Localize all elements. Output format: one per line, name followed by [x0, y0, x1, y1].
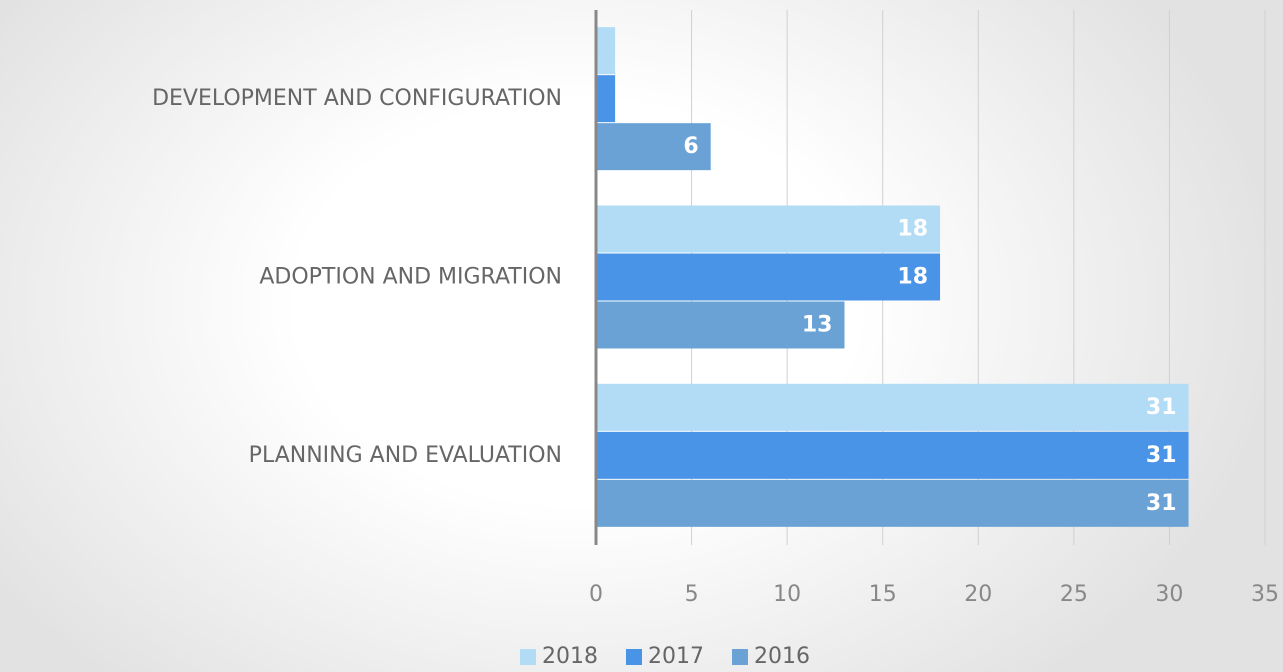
- legend-swatch: [520, 649, 536, 665]
- value-label: 31: [1146, 491, 1177, 516]
- category-label: DEVELOPMENT AND CONFIGURATION: [152, 86, 562, 111]
- bar: [596, 123, 711, 171]
- bar: [596, 383, 1189, 431]
- bar: [596, 27, 616, 75]
- bar: [596, 479, 1189, 527]
- value-label: 6: [683, 134, 698, 159]
- x-tick-label: 0: [589, 582, 603, 607]
- x-tick-label: 10: [773, 582, 801, 607]
- value-label: 18: [897, 265, 928, 290]
- value-label: 31: [1146, 395, 1177, 420]
- category-label: PLANNING AND EVALUATION: [249, 443, 562, 468]
- value-label: 13: [802, 313, 833, 338]
- x-tick-label: 5: [685, 582, 699, 607]
- x-tick-label: 35: [1251, 582, 1279, 607]
- legend-label: 2016: [754, 644, 810, 669]
- x-tick-label: 25: [1060, 582, 1088, 607]
- x-tick-label: 20: [964, 582, 992, 607]
- category-label: ADOPTION AND MIGRATION: [259, 265, 562, 290]
- bar: [596, 253, 941, 301]
- x-tick-label: 15: [869, 582, 897, 607]
- bar: [596, 75, 616, 123]
- value-label: 18: [897, 217, 928, 242]
- legend-swatch: [732, 649, 748, 665]
- value-label: 31: [1146, 443, 1177, 468]
- x-tick-label: 30: [1155, 582, 1183, 607]
- bar: [596, 301, 845, 349]
- legend-label: 2017: [648, 644, 704, 669]
- legend-label: 2018: [542, 644, 598, 669]
- legend-swatch: [626, 649, 642, 665]
- bar: [596, 205, 941, 253]
- bar: [596, 431, 1189, 479]
